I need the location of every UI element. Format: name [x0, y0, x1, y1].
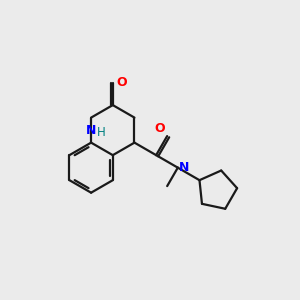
Text: O: O — [116, 76, 127, 89]
Text: N: N — [86, 124, 96, 137]
Text: H: H — [96, 126, 105, 139]
Text: O: O — [154, 122, 165, 135]
Text: N: N — [179, 161, 190, 174]
